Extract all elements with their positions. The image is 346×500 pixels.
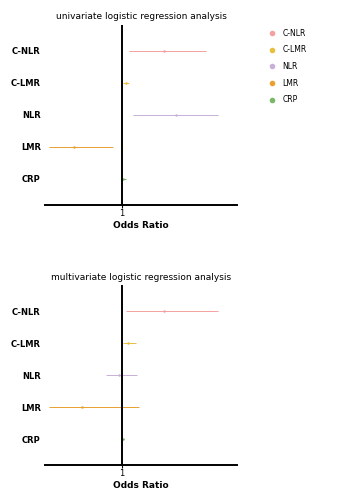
Title: multivariate logistic regression analysis: multivariate logistic regression analysi… xyxy=(51,273,231,282)
Legend: C-NLR, C-LMR, NLR, LMR, CRP: C-NLR, C-LMR, NLR, LMR, CRP xyxy=(264,29,307,104)
X-axis label: Odds Ratio: Odds Ratio xyxy=(113,220,169,230)
X-axis label: Odds Ratio: Odds Ratio xyxy=(113,481,169,490)
Title: univariate logistic regression analysis: univariate logistic regression analysis xyxy=(55,12,226,22)
